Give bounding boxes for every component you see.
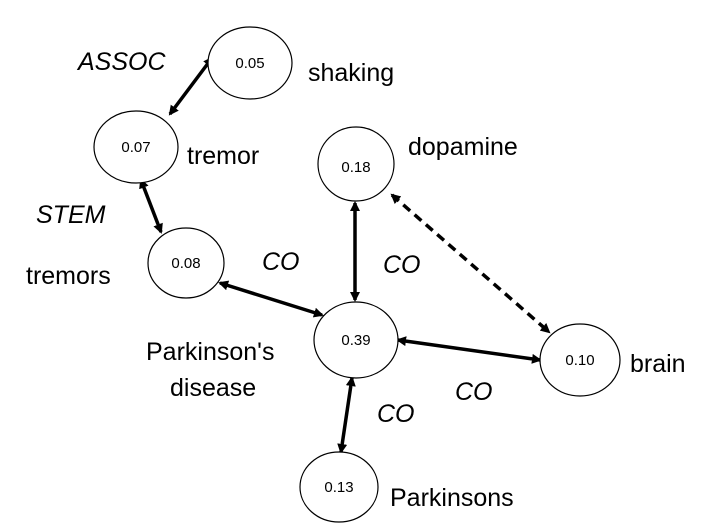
node-label: tremors	[26, 262, 111, 290]
node-dopamine: 0.18 dopamine	[317, 126, 518, 202]
node-shaking: 0.05 shaking	[207, 26, 394, 100]
node-value: 0.39	[341, 332, 370, 349]
edge-label-assoc: ASSOC	[76, 48, 166, 76]
node-label: brain	[630, 350, 686, 378]
node-value: 0.18	[341, 159, 370, 176]
node-label: dopamine	[408, 133, 518, 161]
node-label: tremor	[187, 142, 259, 170]
node-value: 0.10	[565, 352, 594, 369]
node-tremors: 0.08 tremors	[26, 227, 225, 299]
node-tremor: 0.07 tremor	[93, 110, 259, 184]
node-label: Parkinsons	[390, 484, 514, 512]
node-parkinsons-disease: 0.39 Parkinson's disease	[146, 301, 399, 402]
edge-shaking-tremor	[168, 56, 214, 116]
node-label-line1: Parkinson's	[146, 338, 274, 366]
node-label: shaking	[308, 59, 394, 87]
edge-label-co-parkinsons: CO	[377, 400, 415, 428]
node-brain: 0.10 brain	[539, 323, 686, 397]
node-value: 0.05	[235, 55, 264, 72]
node-value: 0.08	[171, 255, 200, 272]
edge-label-stem: STEM	[36, 201, 106, 229]
edge-tremors-parkinsons-disease	[218, 280, 324, 318]
edge-label-co-tremors: CO	[262, 248, 300, 276]
edge-label-co-dopamine: CO	[383, 251, 421, 279]
node-parkinsons: 0.13 Parkinsons	[299, 451, 514, 523]
edge-dopamine-brain	[390, 193, 551, 334]
edge-tremor-tremors	[139, 178, 163, 234]
node-label-line2: disease	[170, 374, 256, 402]
node-value: 0.13	[324, 479, 353, 496]
node-value: 0.07	[121, 139, 150, 156]
edge-parkinsons-disease-parkinsons	[337, 376, 356, 454]
edge-label-co-brain: CO	[455, 378, 493, 406]
edge-parkinsons-disease-brain	[396, 336, 542, 364]
